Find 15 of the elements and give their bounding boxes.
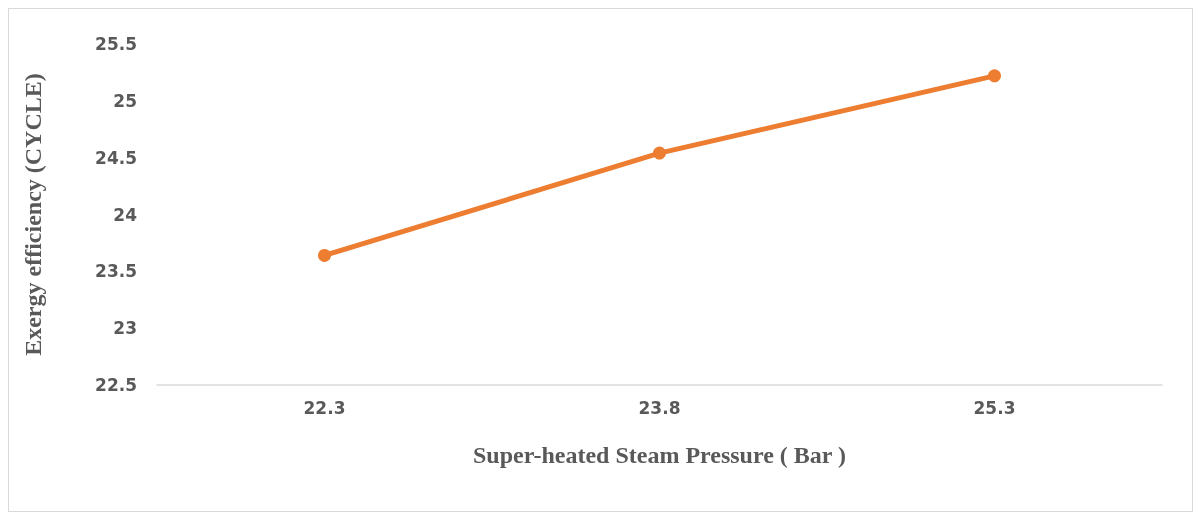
x-tick-label: 22.3 <box>303 397 346 418</box>
x-axis-title: Super-heated Steam Pressure ( Bar ) <box>472 442 847 468</box>
y-tick-label: 23.5 <box>95 261 137 282</box>
y-tick-label: 23 <box>113 318 137 339</box>
point <box>653 146 666 160</box>
y-tick-label: 25 <box>113 90 137 111</box>
x-tick-label: 25.3 <box>973 397 1016 418</box>
y-tick-label: 24 <box>113 204 138 225</box>
y-tick-label: 22.5 <box>95 375 137 395</box>
y-tick-label: 25.5 <box>95 34 137 54</box>
point <box>318 248 331 262</box>
x-tick-label: 23.8 <box>638 397 681 418</box>
y-tick-label: 24.5 <box>95 147 137 168</box>
y-axis-title: Exergy efficiency (CYCLE) <box>20 73 46 356</box>
point <box>988 69 1001 83</box>
